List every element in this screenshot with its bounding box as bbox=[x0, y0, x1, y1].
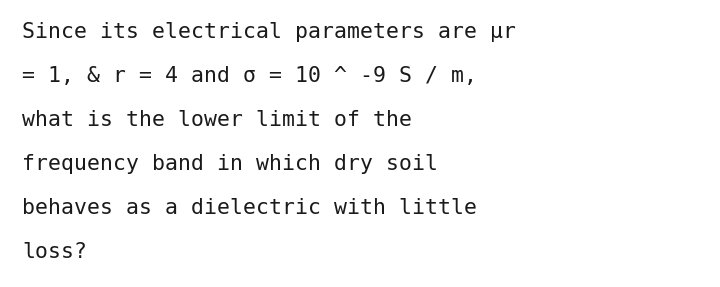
Text: behaves as a dielectric with little: behaves as a dielectric with little bbox=[22, 198, 477, 218]
Text: Since its electrical parameters are μr: Since its electrical parameters are μr bbox=[22, 22, 516, 42]
Text: frequency band in which dry soil: frequency band in which dry soil bbox=[22, 154, 438, 174]
Text: loss?: loss? bbox=[22, 242, 87, 262]
Text: what is the lower limit of the: what is the lower limit of the bbox=[22, 110, 412, 130]
Text: = 1, & r = 4 and σ = 10 ^ -9 S / m,: = 1, & r = 4 and σ = 10 ^ -9 S / m, bbox=[22, 66, 477, 86]
